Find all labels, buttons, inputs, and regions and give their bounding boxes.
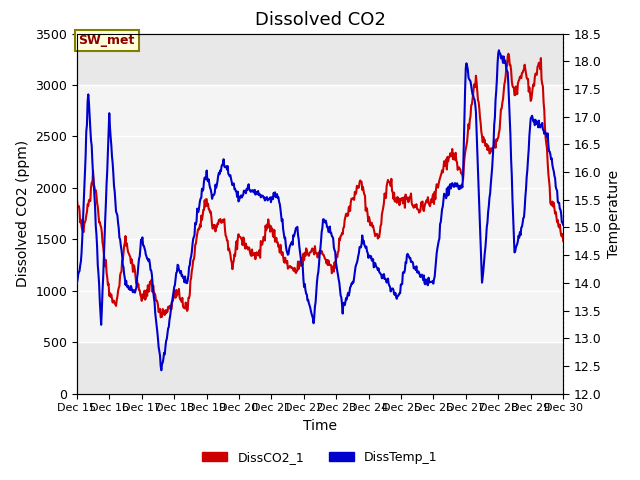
Legend: DissCO2_1, DissTemp_1: DissCO2_1, DissTemp_1 <box>197 446 443 469</box>
Y-axis label: Temperature: Temperature <box>607 169 621 258</box>
Title: Dissolved CO2: Dissolved CO2 <box>255 11 385 29</box>
Text: SW_met: SW_met <box>79 34 135 47</box>
Bar <box>77 85 563 342</box>
Y-axis label: Dissolved CO2 (ppm): Dissolved CO2 (ppm) <box>15 140 29 287</box>
X-axis label: Time: Time <box>303 419 337 433</box>
